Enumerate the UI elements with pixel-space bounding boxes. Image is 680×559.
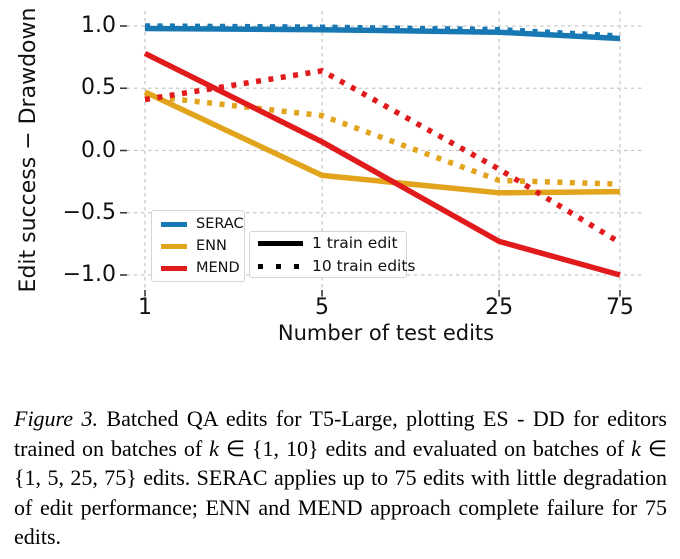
legend-swatch-solid-line (258, 240, 303, 246)
figure-plot: Edit success − Drawdown Number of test e… (16, 7, 645, 345)
line-mend-dotted (144, 68, 622, 245)
legend-label: MEND (196, 260, 240, 276)
line-serac-dotted (144, 23, 621, 39)
caption-text: k (631, 435, 641, 461)
legend-label: 1 train edit (312, 234, 398, 252)
legend-item-serac: SERAC (161, 216, 244, 232)
legend-swatch-serac (161, 221, 187, 227)
x-tick-label: 75 (605, 295, 634, 320)
caption-text: ∈ {1, 10} edits and evaluated on batches… (218, 435, 632, 461)
plot-area (120, 11, 645, 297)
legend-swatch-enn (161, 243, 187, 249)
x-tick-label: 1 (138, 295, 152, 320)
legend-label: ENN (196, 238, 227, 254)
x-axis-label: Number of test edits (277, 321, 495, 345)
legend-label: SERAC (196, 216, 244, 232)
y-tick-label: 0.5 (81, 75, 116, 101)
line-enn-solid (143, 89, 621, 196)
caption-text: ∈ {1, 5, 25, 75} edits. SERAC applies up… (14, 435, 667, 550)
legend-item-enn: ENN (161, 238, 244, 254)
y-axis-label: Edit success − Drawdown (16, 7, 41, 293)
y-tick-label: 0.0 (81, 137, 116, 163)
legend-swatch-dotted-line (258, 263, 303, 269)
linestyle-legend: 1 train edit 10 train edits (249, 231, 416, 278)
caption-figure-label: Figure 3. (14, 406, 98, 431)
x-tick-label: 25 (485, 295, 514, 320)
legend-item-mend: MEND (161, 260, 244, 276)
y-tick-label: −1.0 (62, 262, 116, 287)
legend-item-solid: 1 train edit (258, 234, 406, 252)
x-tick-label: 5 (315, 295, 330, 320)
legend-swatch-mend (161, 265, 187, 271)
series-legend: SERAC ENN MEND (151, 210, 245, 282)
caption-text: k (209, 435, 219, 461)
y-tick-label: −0.5 (62, 199, 116, 225)
line-enn-dotted (144, 92, 621, 187)
legend-item-dotted: 10 train edits (258, 257, 416, 275)
line-mend-solid (143, 50, 621, 278)
y-tick-label: 1.0 (81, 13, 116, 38)
legend-label: 10 train edits (312, 257, 416, 275)
caption-text: Batched QA edits for T5-Large, plotting … (14, 406, 667, 461)
figure-caption: Figure 3. Batched QA edits for T5-Large,… (14, 404, 667, 552)
